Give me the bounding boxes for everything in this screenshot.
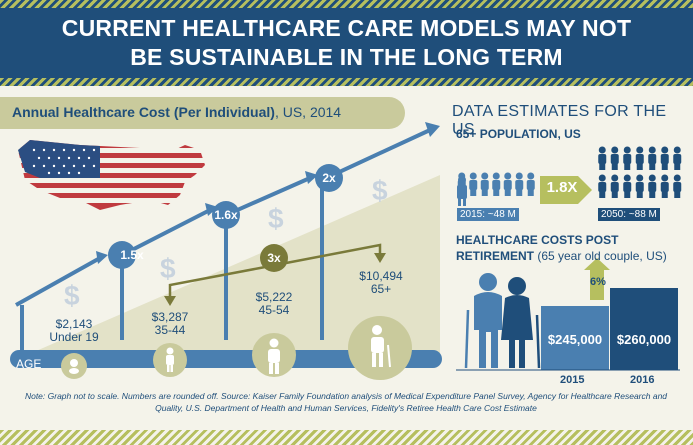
footer-stripe [0, 430, 693, 445]
child-icon [153, 343, 187, 377]
header-stripe-top [0, 0, 693, 8]
cost-group-35-44: $3,287 35-44 [140, 311, 200, 337]
person-icon [648, 174, 657, 198]
person-icon [469, 172, 478, 196]
dollar-sign-icon: $ [268, 203, 284, 234]
person-icon [635, 146, 644, 170]
population-2050-label: 2050: ~88 M [598, 208, 660, 221]
population-2015-group [456, 172, 538, 224]
senior-icon [348, 316, 412, 380]
multiplier-badge [108, 241, 136, 269]
dollar-sign-icon: $ [160, 253, 176, 284]
person-icon [660, 174, 669, 198]
increase-percent: 6% [590, 276, 606, 288]
arrow-head [205, 203, 218, 216]
population-title: 65+ POPULATION, US [456, 127, 581, 141]
arrow-head [164, 296, 176, 306]
person-icon [526, 172, 535, 196]
dollar-sign-icon: $ [64, 280, 80, 311]
bar-2015-year: 2015 [560, 374, 585, 386]
bar-2015 [541, 306, 609, 370]
olive-arrow [168, 243, 382, 300]
header-stripe-bottom [0, 78, 693, 86]
source-note: Note: Graph not to scale. Numbers are ro… [24, 391, 668, 413]
bar-2016-value: $260,000 [616, 332, 672, 347]
multiplier-arrow [540, 176, 592, 204]
multiplier-label: 1.5x [120, 248, 144, 262]
costs-title-line-1: HEALTHCARE COSTS POST [456, 233, 619, 247]
person-icon [623, 174, 632, 198]
arrow-head [305, 171, 318, 184]
age-group-label: 65+ [370, 282, 392, 296]
cost-value: $5,222 [255, 290, 293, 304]
bar-2016 [610, 288, 678, 370]
person-icon [635, 174, 644, 198]
population-2050-group [596, 146, 684, 226]
person-icon [660, 146, 669, 170]
multiplier-badge [260, 244, 288, 272]
person-icon [598, 146, 607, 170]
baby-icon [61, 353, 87, 379]
couple-icon-woman [501, 277, 541, 369]
age-axis-label: AGE [16, 357, 42, 371]
adult-icon [252, 333, 296, 377]
person-icon [673, 174, 682, 198]
cost-group-45-54: $5,222 45-54 [244, 291, 304, 317]
person-icon [610, 174, 619, 198]
population-multiplier: 1.8X [546, 179, 578, 196]
increase-arrow [584, 258, 610, 300]
age-group-label: 35-44 [154, 323, 186, 337]
growth-triangle [20, 175, 440, 358]
multiplier-label: 3x [267, 251, 281, 265]
chart-title: Annual Healthcare Cost (Per Individual),… [12, 104, 342, 120]
header-banner: CURRENT HEALTHCARE CARE MODELS MAY NOT B… [0, 0, 693, 86]
person-icon [623, 146, 632, 170]
multiplier-label: 2x [322, 171, 336, 185]
cost-group-65-plus: $10,494 65+ [350, 270, 412, 296]
cost-value: $10,494 [359, 269, 403, 283]
person-icon [492, 172, 501, 196]
bar-2015-value: $245,000 [547, 332, 603, 347]
dollar-sign-icon: $ [372, 175, 388, 206]
title-line-2: BE SUSTAINABLE IN THE LONG TERM [130, 44, 563, 70]
person-icon [515, 172, 524, 196]
arrow-head [96, 251, 108, 264]
title-line-1: CURRENT HEALTHCARE CARE MODELS MAY NOT [61, 15, 632, 41]
cost-value: $3,287 [151, 310, 189, 324]
estimates-title: DATA ESTIMATES FOR THE US [452, 103, 667, 138]
age-group-label: Under 19 [49, 330, 99, 344]
couple-icon [464, 273, 502, 369]
person-icon [648, 146, 657, 170]
us-flag-map-icon [18, 140, 208, 210]
cost-group-under-19: $2,143 Under 19 [44, 318, 104, 344]
person-icon [673, 146, 682, 170]
age-group-label: 45-54 [258, 303, 290, 317]
arrow-head [374, 253, 386, 263]
cost-value: $2,143 [55, 317, 93, 331]
age-axis-bar [10, 350, 442, 368]
person-icon [598, 174, 607, 198]
costs-title-line-2: RETIREMENT (65 year old couple, US) [456, 249, 667, 263]
person-icon [610, 146, 619, 170]
multiplier-badge [212, 201, 240, 229]
arrow-head [425, 122, 440, 137]
person-icon [503, 172, 512, 196]
population-2015-label: 2015: ~48 M [457, 208, 519, 221]
person-icon [457, 172, 466, 196]
person-icon [480, 172, 489, 196]
page-title: CURRENT HEALTHCARE CARE MODELS MAY NOT B… [0, 14, 693, 72]
chart-title-bar [0, 97, 405, 129]
multiplier-badge [315, 164, 343, 192]
multiplier-label: 1.6x [214, 208, 238, 222]
bar-2016-year: 2016 [630, 374, 655, 386]
